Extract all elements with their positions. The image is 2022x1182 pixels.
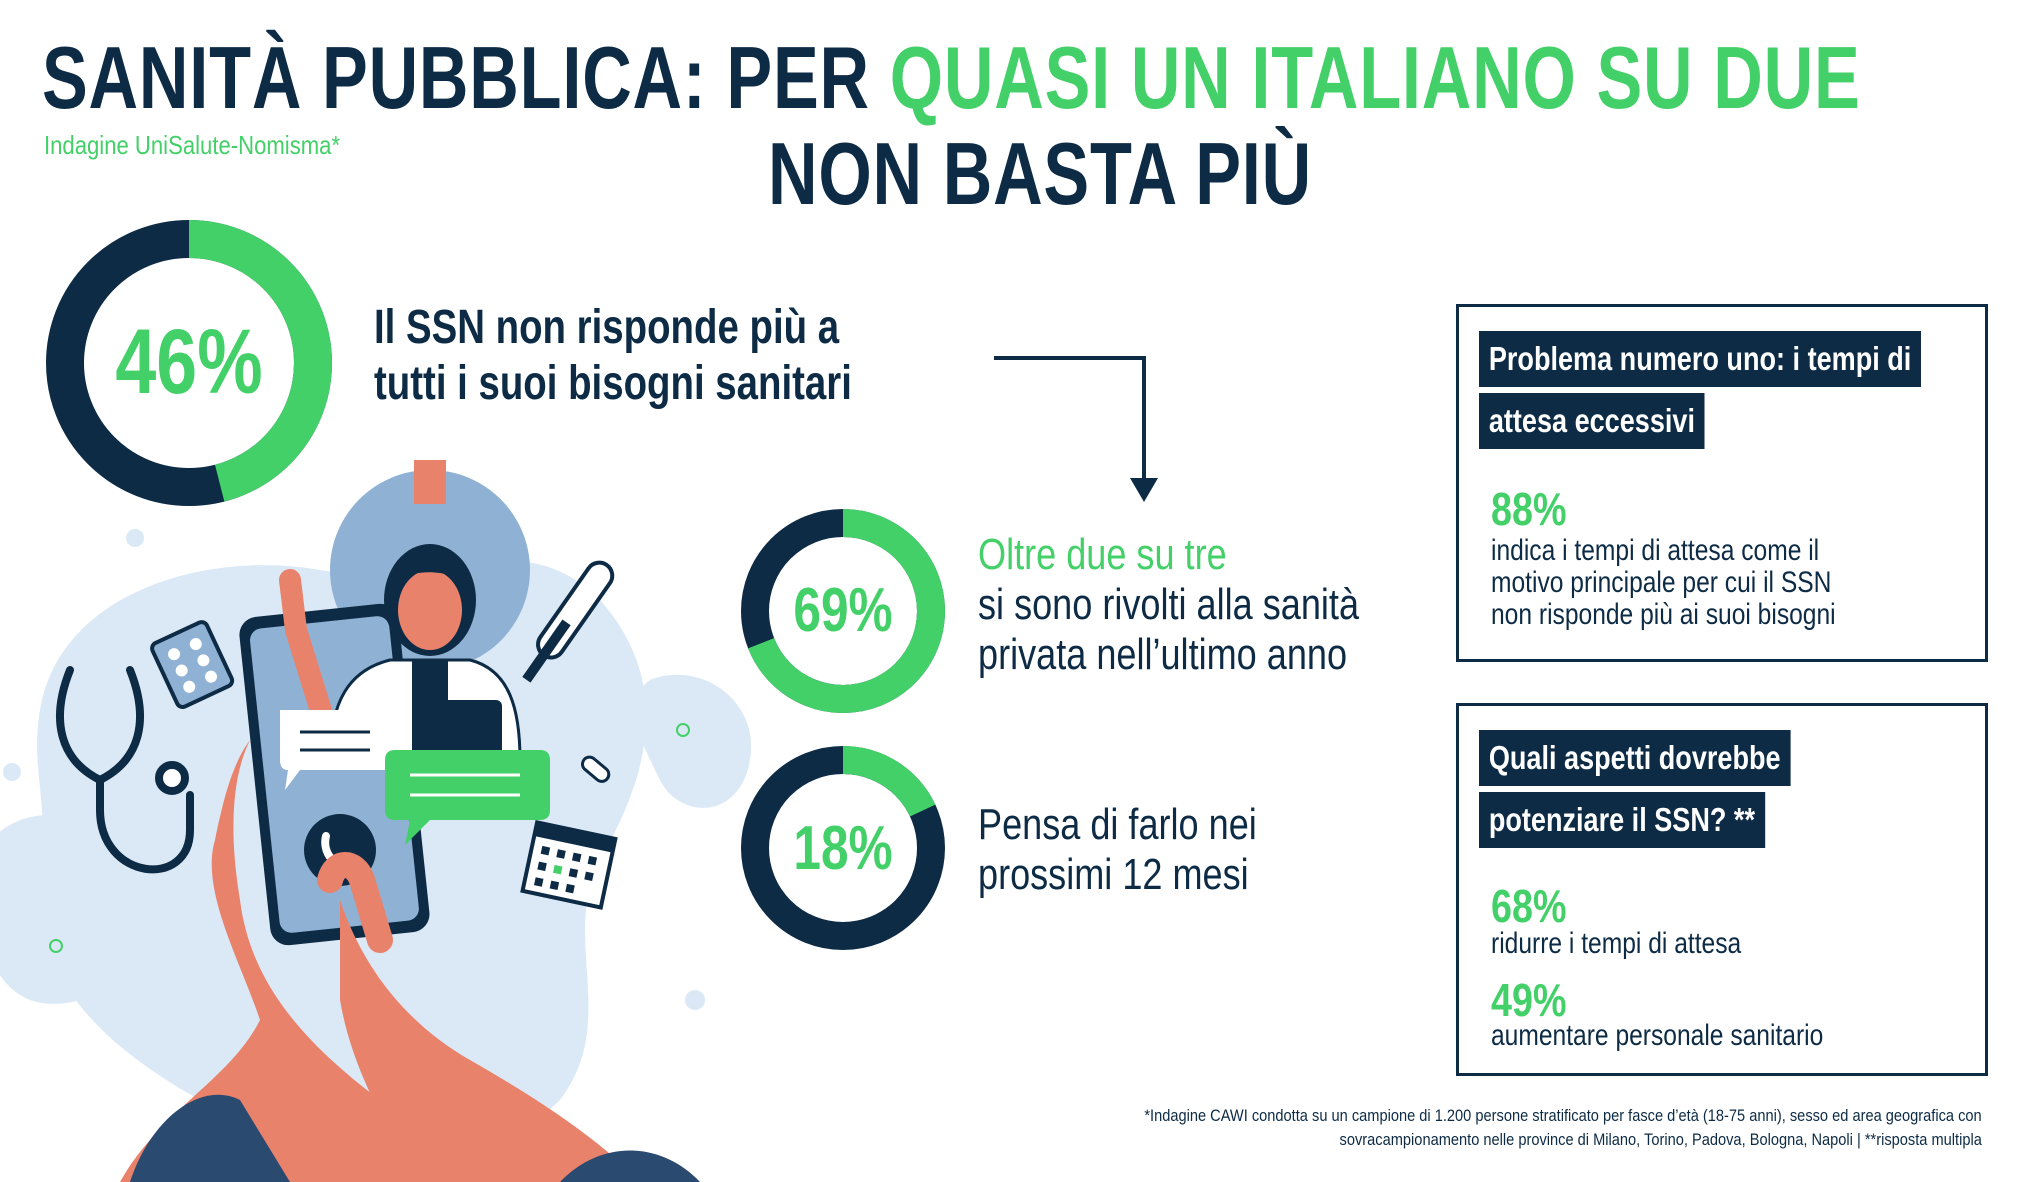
background-blob-small (0, 815, 144, 1004)
box2-tag-line2: potenziare il SSN? ** (1479, 792, 1765, 848)
donut-label-18: 18% (793, 814, 893, 883)
box2-pct2: 49% (1491, 974, 1567, 1026)
dot-decoration (126, 529, 144, 547)
stat-69-line3: privata nell’ultimo anno (978, 630, 1348, 679)
box1-pct: 88% (1491, 483, 1567, 535)
box1-tag: Problema numero uno: i tempi di attesa e… (1479, 331, 1922, 455)
stat-69-line2: si sono rivolti alla sanità (978, 580, 1360, 629)
stat-69-highlight: Oltre due su tre (978, 530, 1227, 579)
page-title: SANITÀ PUBBLICA: PER QUASI UN ITALIANO S… (42, 30, 1861, 126)
stat-18-line2: prossimi 12 mesi (978, 850, 1249, 899)
background-blob-right (634, 674, 752, 808)
donut-label-46: 46% (115, 311, 263, 413)
title-part1: SANITÀ PUBBLICA: PER (42, 28, 890, 127)
chat-bubble-icon (280, 710, 405, 790)
thermometer-icon (522, 560, 615, 683)
page-title-line2: NON BASTA PIÙ (768, 124, 1313, 223)
dot-decoration (3, 763, 21, 781)
donut-label-69: 69% (793, 576, 893, 645)
donut-chart-46 (46, 220, 332, 506)
box1-text1: indica i tempi di attesa come il (1491, 534, 1820, 567)
calendar-icon (520, 819, 618, 910)
pills-icon (150, 620, 235, 709)
stat-69-line1: Oltre due su tre (978, 530, 1227, 580)
stethoscope-icon (56, 666, 194, 874)
capsule-icon (581, 755, 611, 783)
chat-bubble-green-icon (385, 750, 550, 845)
box2-tag: Quali aspetti dovrebbe potenziare il SSN… (1479, 730, 1791, 854)
stat-18-line1: Pensa di farlo nei (978, 800, 1257, 849)
box1-text3: non risponde più ai suoi bisogni (1491, 598, 1836, 631)
dot-decoration (676, 723, 690, 737)
box1-text2: motivo principale per cui il SSN (1491, 566, 1832, 599)
main-stat-line2: tutti i suoi bisogni sanitari (374, 357, 852, 410)
box2-pct1: 68% (1491, 880, 1567, 932)
hands-illustration (120, 740, 700, 1182)
arrow-down-icon (994, 356, 1158, 502)
donut-chart-18 (741, 746, 945, 950)
box1-tag-line2: attesa eccessivi (1479, 393, 1705, 449)
donut-slice-green (741, 746, 945, 950)
donut-slice-green (46, 220, 332, 506)
donut-slice-green (741, 509, 945, 713)
dot-decoration (49, 939, 63, 953)
main-stat-line1: Il SSN non risponde più a (374, 301, 840, 354)
box1-tag-line1: Problema numero uno: i tempi di (1479, 331, 1922, 387)
footnote-line2: sovracampionamento nelle province di Mil… (1339, 1130, 1982, 1149)
info-box-priorities: Quali aspetti dovrebbe potenziare il SSN… (1456, 703, 1988, 1076)
footnote-line1: *Indagine CAWI condotta su un campione d… (1144, 1106, 1982, 1125)
telemedicine-illustration (0, 460, 752, 1182)
page-subtitle: Indagine UniSalute-Nomisma* (44, 130, 341, 160)
box2-tag-line1: Quali aspetti dovrebbe (1479, 730, 1791, 786)
box2-text1: ridurre i tempi di attesa (1491, 927, 1742, 960)
dot-decoration (685, 990, 705, 1010)
box2-text2: aumentare personale sanitario (1491, 1019, 1824, 1052)
title-highlight: QUASI UN ITALIANO SU DUE (889, 28, 1861, 127)
info-box-problem: Problema numero uno: i tempi di attesa e… (1456, 304, 1988, 662)
donut-chart-69 (741, 509, 945, 713)
